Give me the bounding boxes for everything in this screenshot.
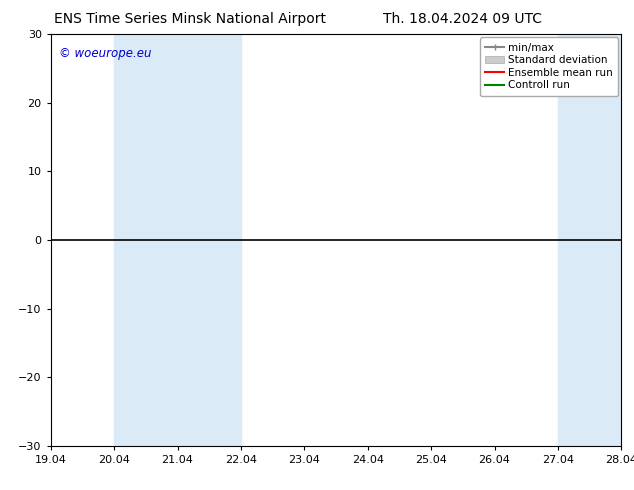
Bar	[114, 34, 241, 446]
Text: Th. 18.04.2024 09 UTC: Th. 18.04.2024 09 UTC	[384, 12, 542, 26]
Text: © woeurope.eu: © woeurope.eu	[59, 47, 152, 60]
Bar	[558, 34, 621, 446]
Legend: min/max, Standard deviation, Ensemble mean run, Controll run: min/max, Standard deviation, Ensemble me…	[480, 37, 618, 96]
Text: ENS Time Series Minsk National Airport: ENS Time Series Minsk National Airport	[54, 12, 327, 26]
